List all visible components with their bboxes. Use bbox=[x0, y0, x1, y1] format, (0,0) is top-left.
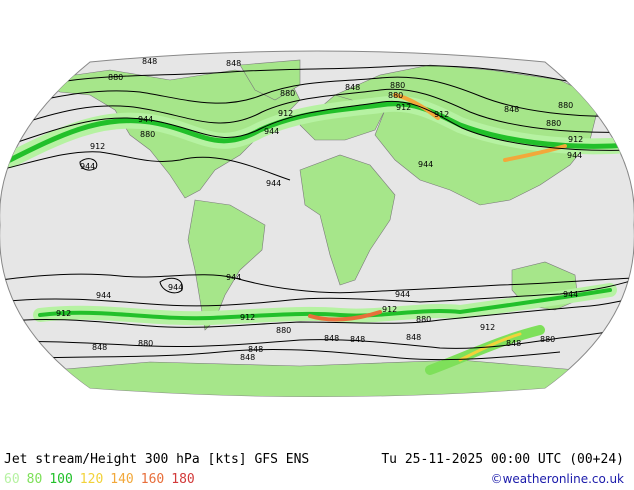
contour-label: 880 bbox=[390, 81, 405, 90]
contour-label: 880 bbox=[276, 326, 291, 335]
contour-label: 880 bbox=[546, 119, 561, 128]
contour-label: 848 bbox=[345, 83, 360, 92]
contour-label: 880 bbox=[108, 73, 123, 82]
contour-label: 944 bbox=[395, 290, 410, 299]
contour-line bbox=[159, 277, 183, 294]
contour-label: 848 bbox=[324, 334, 339, 343]
contour-label: 912 bbox=[434, 110, 449, 119]
contour-label: 944 bbox=[168, 283, 183, 292]
contour-line bbox=[0, 327, 634, 349]
legend-item: 120 bbox=[79, 472, 104, 487]
contour-label: 848 bbox=[240, 353, 255, 362]
legend-item: 100 bbox=[49, 472, 73, 487]
africa-land bbox=[299, 154, 396, 286]
contour-label: 848 bbox=[226, 59, 241, 68]
contour-line bbox=[0, 88, 634, 133]
legend-item: 180 bbox=[171, 472, 195, 487]
legend-item: 80 bbox=[26, 472, 43, 487]
jet-max-pacific bbox=[503, 144, 567, 162]
contour-label: 880 bbox=[140, 130, 155, 139]
contour-label: 912 bbox=[240, 313, 255, 322]
contour-label: 912 bbox=[90, 142, 105, 151]
contour-label: 944 bbox=[138, 115, 153, 124]
contour-label: 944 bbox=[226, 273, 241, 282]
map-title: Jet stream/Height 300 hPa [kts] GFS ENS bbox=[4, 452, 310, 467]
jet-max-asia bbox=[393, 93, 440, 120]
contour-label: 848 bbox=[504, 105, 519, 114]
contour-label: 912 bbox=[568, 135, 583, 144]
contour-line bbox=[0, 100, 634, 151]
contour-label: 848 bbox=[92, 343, 107, 352]
contour-label: 848 bbox=[406, 333, 421, 342]
contour-line bbox=[79, 158, 98, 171]
forecast-datetime: Tu 25-11-2025 00:00 UTC (00+24) bbox=[381, 452, 624, 467]
contour-labels: 848 848 880 880 912 944 944 880 912 944 … bbox=[56, 57, 583, 362]
contour-label: 880 bbox=[416, 315, 431, 324]
contour-label: 912 bbox=[396, 103, 411, 112]
contour-label: 880 bbox=[558, 101, 573, 110]
jet-band-north-core bbox=[7, 101, 633, 163]
contour-label: 912 bbox=[480, 323, 495, 332]
contour-line bbox=[39, 349, 561, 361]
contour-label: 944 bbox=[80, 162, 95, 171]
contour-label: 912 bbox=[56, 309, 71, 318]
contour-label: 912 bbox=[382, 305, 397, 314]
contour-label: 880 bbox=[388, 91, 403, 100]
contour-label: 944 bbox=[266, 179, 281, 188]
jet-stream-bands bbox=[2, 93, 634, 375]
contour-label: 944 bbox=[96, 291, 111, 300]
contour-line bbox=[0, 297, 634, 328]
jet-stream-map: 848 848 880 880 912 944 944 880 912 944 … bbox=[0, 50, 634, 397]
contour-label: 848 bbox=[506, 339, 521, 348]
contour-label: 880 bbox=[280, 89, 295, 98]
legend-item: 60 bbox=[4, 472, 20, 487]
jet-band-south-core bbox=[38, 288, 612, 321]
height-contours bbox=[0, 65, 634, 361]
contour-line bbox=[59, 65, 601, 89]
contour-label: 848 bbox=[350, 335, 365, 344]
contour-line bbox=[0, 279, 634, 307]
contour-label: 944 bbox=[418, 160, 433, 169]
contour-label: 944 bbox=[567, 151, 582, 160]
contour-label: 848 bbox=[248, 345, 263, 354]
contour-label: 912 bbox=[278, 109, 293, 118]
contour-line bbox=[0, 273, 634, 294]
contour-line bbox=[0, 151, 291, 181]
contour-label: 944 bbox=[264, 127, 279, 136]
legend-item: 160 bbox=[140, 472, 165, 487]
contour-label: 880 bbox=[540, 335, 555, 344]
antarctica-land bbox=[29, 359, 601, 397]
contour-label: 848 bbox=[142, 57, 157, 66]
contour-label: 944 bbox=[563, 290, 578, 299]
speed-legend: 60 80 100 120 140 160 180 bbox=[4, 472, 202, 487]
jet-max-south-pacific bbox=[458, 332, 522, 362]
jet-max-southern-atlantic bbox=[308, 310, 382, 322]
south-america-land bbox=[187, 199, 266, 331]
credit-link[interactable]: ©weatheronline.co.uk bbox=[490, 472, 624, 486]
legend-item: 140 bbox=[110, 472, 134, 487]
contour-label: 880 bbox=[138, 339, 153, 348]
contour-line bbox=[19, 76, 634, 117]
